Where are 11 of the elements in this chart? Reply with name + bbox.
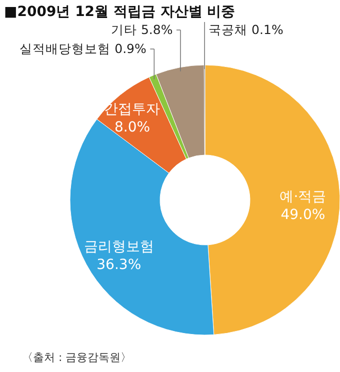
data-label: 36.3% [96,256,142,273]
slice-label: 실적배당형보험 0.9% [20,41,147,56]
slice-label: 예·적금 [280,188,326,205]
slice-label: 간접투자 [104,102,160,118]
data-label: 8.0% [114,120,150,136]
text: 〈출처 : 금융감독원〉 [22,351,132,364]
slice-label: 금리형보험 [84,238,154,255]
chart-title: ■2009년 12월 적립금 자산별 비중 [4,4,236,20]
data-label: 49.0% [280,206,326,223]
slice-label: 국공채 0.1% [208,22,284,37]
slice-label: 기타 5.8% [110,22,173,37]
